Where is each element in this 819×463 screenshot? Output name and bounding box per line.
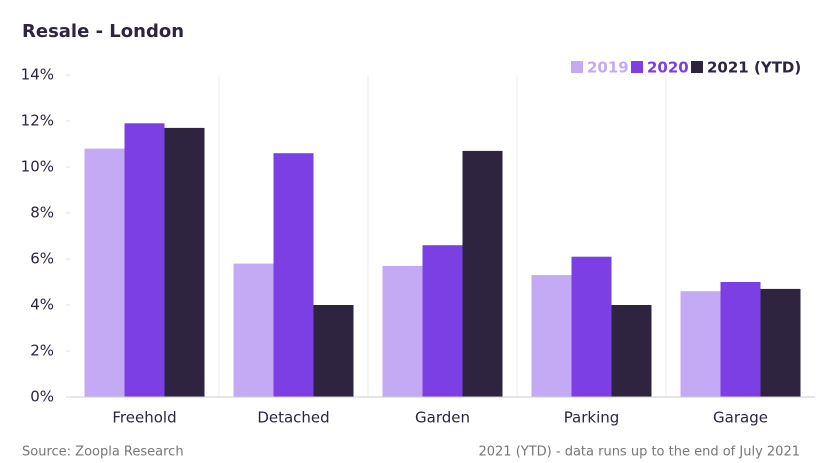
legend-label: 2019 xyxy=(587,59,629,77)
x-tick-label: Garden xyxy=(415,409,470,427)
y-tick-label: 12% xyxy=(21,112,54,130)
x-tick-label: Detached xyxy=(257,409,329,427)
y-tick-label: 10% xyxy=(21,158,54,176)
x-tick-label: Freehold xyxy=(112,409,176,427)
bar xyxy=(760,288,801,397)
bar xyxy=(124,123,165,398)
legend-swatch xyxy=(571,61,583,73)
y-tick-label: 4% xyxy=(30,296,54,314)
y-tick-label: 8% xyxy=(30,204,54,222)
bar xyxy=(571,256,612,397)
bar xyxy=(611,305,652,397)
x-tick-label: Garage xyxy=(713,409,768,427)
legend-label: 2021 (YTD) xyxy=(707,59,801,77)
footnote: 2021 (YTD) - data runs up to the end of … xyxy=(478,445,800,460)
bar xyxy=(313,305,354,397)
x-tick-label: Parking xyxy=(564,409,620,427)
y-tick-label: 6% xyxy=(30,250,54,268)
bar xyxy=(233,263,274,397)
legend-label: 2020 xyxy=(647,59,689,77)
bar xyxy=(84,148,125,397)
chart-title: Resale - London xyxy=(22,21,184,42)
y-tick-label: 2% xyxy=(30,342,54,360)
legend-swatch xyxy=(691,61,703,73)
bar xyxy=(531,275,572,397)
bar xyxy=(164,127,205,398)
bar xyxy=(680,291,721,397)
source: Source: Zoopla Research xyxy=(22,445,184,460)
bar xyxy=(422,245,463,397)
bar xyxy=(382,265,423,397)
bar xyxy=(720,282,761,397)
bar xyxy=(462,150,503,397)
bar xyxy=(273,153,314,397)
legend-swatch xyxy=(631,61,643,73)
y-tick-label: 0% xyxy=(30,388,54,406)
y-tick-label: 14% xyxy=(21,66,54,84)
